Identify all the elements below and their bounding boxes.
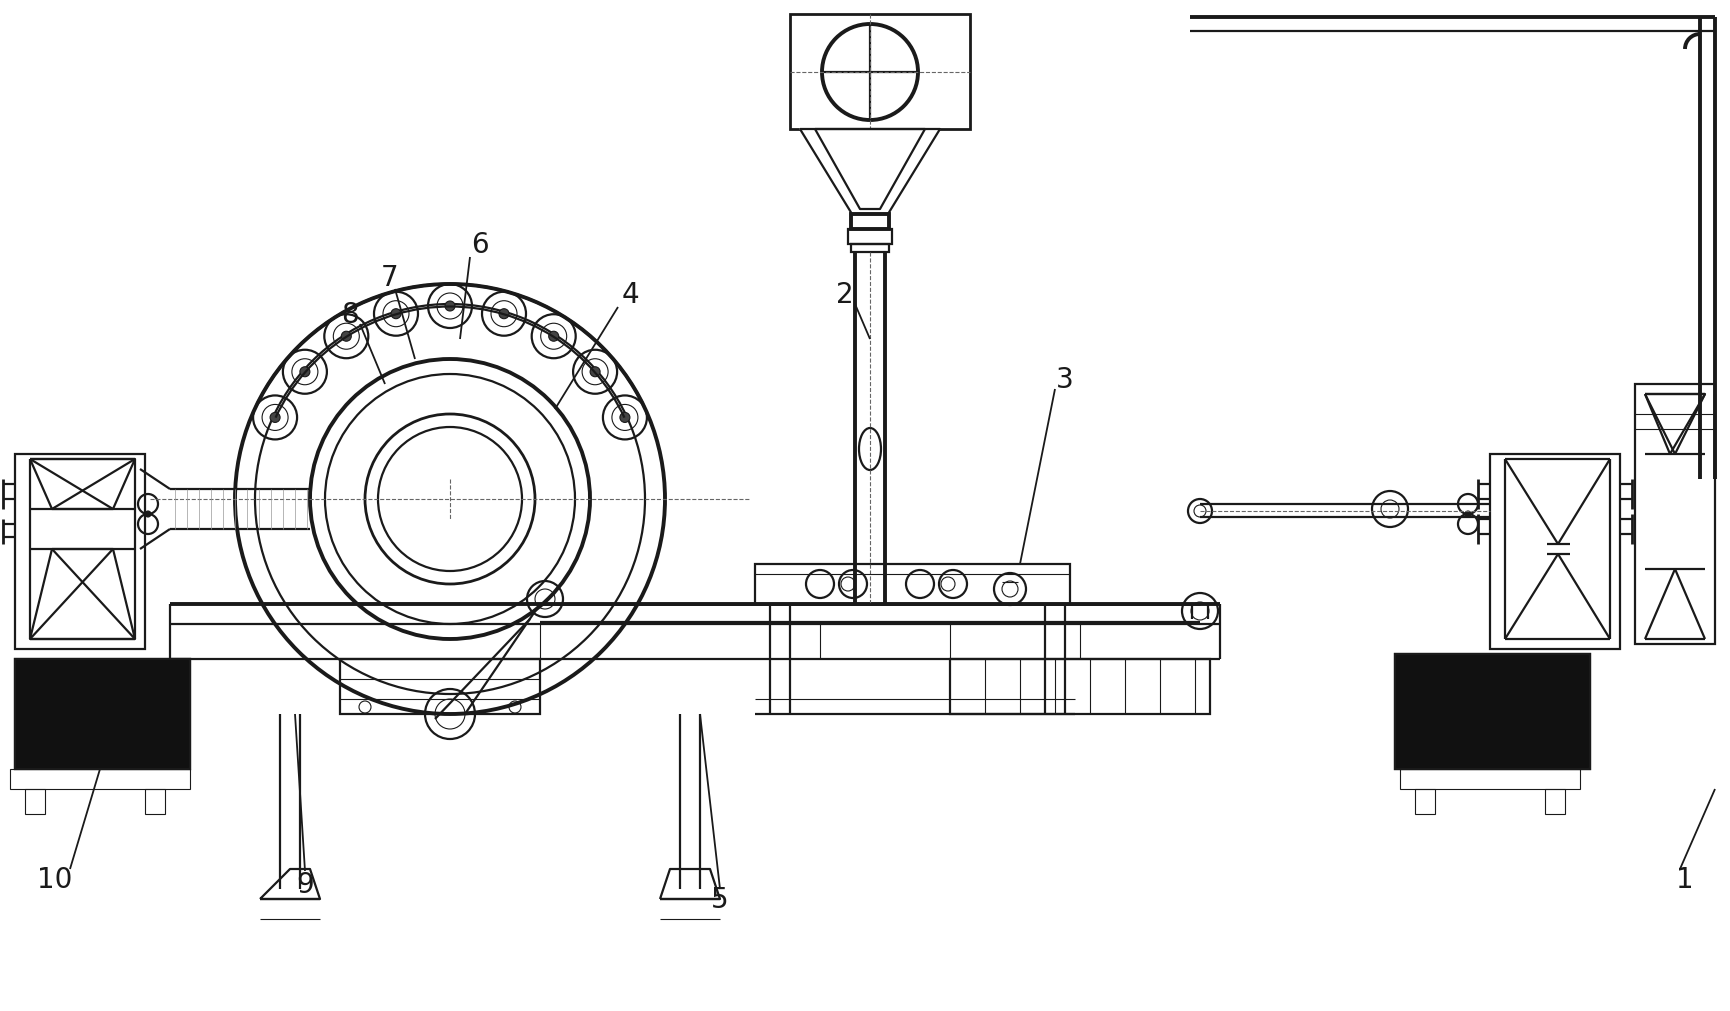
Bar bbox=[1400, 769, 1579, 790]
Bar bbox=[1490, 455, 1619, 649]
Bar bbox=[1545, 790, 1564, 814]
Bar bbox=[1394, 654, 1590, 769]
Circle shape bbox=[341, 332, 351, 342]
Bar bbox=[851, 214, 889, 229]
Circle shape bbox=[299, 367, 310, 377]
Polygon shape bbox=[1644, 394, 1704, 455]
Polygon shape bbox=[29, 460, 135, 510]
Circle shape bbox=[1464, 512, 1470, 518]
Text: 3: 3 bbox=[1055, 366, 1073, 393]
Circle shape bbox=[498, 309, 509, 319]
Text: 8: 8 bbox=[341, 300, 358, 329]
Circle shape bbox=[391, 309, 401, 319]
Text: 4: 4 bbox=[621, 281, 638, 308]
Bar bbox=[10, 769, 190, 790]
Circle shape bbox=[590, 367, 600, 377]
Circle shape bbox=[548, 332, 559, 342]
Bar bbox=[848, 229, 891, 245]
Text: 5: 5 bbox=[711, 885, 728, 913]
Bar bbox=[950, 659, 1209, 715]
Bar bbox=[16, 659, 190, 769]
Bar bbox=[789, 15, 969, 129]
Circle shape bbox=[145, 512, 151, 518]
Polygon shape bbox=[799, 129, 939, 214]
Bar bbox=[851, 245, 889, 253]
Bar bbox=[754, 564, 1069, 605]
Text: 2: 2 bbox=[836, 281, 853, 308]
Circle shape bbox=[445, 301, 455, 311]
Bar bbox=[1635, 384, 1714, 644]
Text: 6: 6 bbox=[471, 231, 488, 259]
Bar bbox=[339, 659, 540, 715]
Text: 9: 9 bbox=[296, 870, 313, 898]
Polygon shape bbox=[29, 549, 135, 639]
Text: 7: 7 bbox=[381, 264, 398, 292]
Bar bbox=[24, 790, 45, 814]
Circle shape bbox=[270, 413, 280, 423]
Bar bbox=[1394, 654, 1590, 769]
Bar bbox=[1413, 790, 1434, 814]
Bar bbox=[16, 455, 145, 649]
Circle shape bbox=[619, 413, 630, 423]
Text: 1: 1 bbox=[1675, 865, 1694, 893]
Bar bbox=[16, 659, 190, 769]
Polygon shape bbox=[815, 129, 924, 210]
Text: 10: 10 bbox=[38, 865, 73, 893]
Bar bbox=[145, 790, 164, 814]
